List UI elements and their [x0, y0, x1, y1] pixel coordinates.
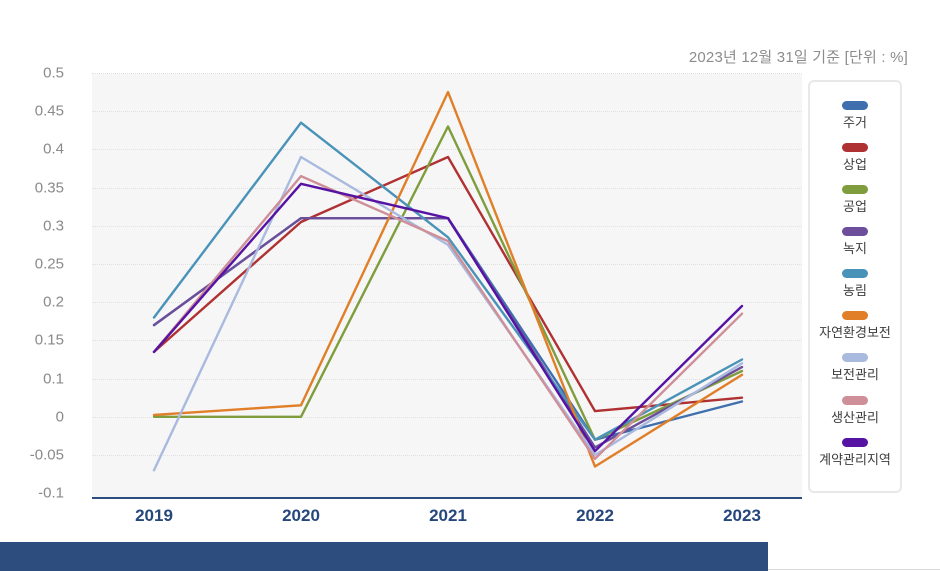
- series-line: [152, 125, 744, 441]
- legend-item-label: 주거: [843, 115, 867, 130]
- h-gridline: [92, 264, 802, 265]
- y-axis-tick-label: 0.5: [43, 64, 64, 82]
- legend-item[interactable]: 생산관리: [812, 395, 898, 425]
- series-lines: [152, 90, 744, 472]
- y-axis-tick-label: -0.05: [29, 446, 64, 464]
- x-axis-label: 2022: [576, 506, 614, 525]
- h-gridline: [92, 455, 802, 456]
- y-axis-tick-label: 0.3: [43, 217, 64, 235]
- h-gridline: [92, 340, 802, 342]
- legend-swatch: [842, 143, 868, 153]
- legend-item[interactable]: 농림: [812, 269, 898, 298]
- h-gridline: [92, 302, 802, 304]
- x-axis-label: 2020: [282, 506, 320, 525]
- h-gridline: [92, 378, 802, 380]
- legend-item-label: 자연환경보전: [819, 325, 891, 341]
- h-gridline: [92, 111, 802, 113]
- legend-item-label: 생산관리: [831, 409, 879, 425]
- y-axis-tick-label: 0: [55, 408, 64, 426]
- legend-item[interactable]: 녹지: [812, 227, 898, 256]
- y-axis-tick-label: 0.45: [34, 102, 64, 120]
- legend-item-label: 보전관리: [831, 367, 879, 383]
- y-axis-tick-label: 0.4: [43, 140, 64, 158]
- legend-swatch: [842, 227, 868, 237]
- legend-item[interactable]: 계약관리지역: [812, 437, 898, 467]
- legend-swatch: [842, 437, 868, 447]
- legend-swatch: [842, 185, 868, 195]
- legend-swatch: [842, 269, 868, 279]
- footer-bar: [0, 542, 768, 571]
- h-gridline: [92, 73, 802, 74]
- legend-item-label: 상업: [843, 157, 867, 173]
- legend-swatch: [842, 101, 868, 110]
- legend-item-label: 녹지: [843, 241, 867, 257]
- report-date-note: 2023년 12월 31일 기준 [단위 : %]: [688, 49, 908, 66]
- x-axis-label: 2023: [723, 506, 761, 525]
- legend-item[interactable]: 자연환경보전: [812, 311, 898, 340]
- y-axis-tick-label: 0.1: [43, 370, 64, 388]
- h-gridline: [92, 149, 802, 151]
- x-axis-label: 2019: [135, 506, 173, 525]
- series-line: [152, 155, 744, 413]
- series-line: [152, 182, 744, 453]
- footer-edge-line: [768, 569, 940, 570]
- legend-swatch: [842, 353, 868, 363]
- h-gridline: [92, 225, 802, 227]
- legend-item[interactable]: 주거: [812, 101, 898, 130]
- h-gridline: [92, 416, 802, 418]
- legend-item[interactable]: 상업: [812, 143, 898, 172]
- y-axis-tick-label: 0.25: [34, 255, 64, 273]
- x-axis-line: [92, 497, 802, 499]
- legend-item[interactable]: 보전관리: [812, 353, 898, 382]
- legend-item-label: 계약관리지역: [819, 451, 891, 467]
- h-gridline: [92, 187, 802, 189]
- series-line: [152, 174, 744, 460]
- plot-area: [92, 73, 802, 499]
- y-axis-tick-label: 0.35: [34, 179, 64, 197]
- x-axis-label: 2021: [429, 506, 467, 525]
- y-axis-tick-label: -0.1: [38, 484, 64, 502]
- legend-item-label: 농림: [843, 283, 867, 299]
- y-axis-tick-label: 0.15: [34, 331, 64, 349]
- legend-item[interactable]: 공업: [812, 185, 898, 214]
- legend-swatch: [842, 311, 868, 321]
- series-line: [152, 90, 744, 468]
- y-axis-tick-label: 0.2: [43, 293, 64, 311]
- series-line: [152, 155, 744, 472]
- legend-swatch: [842, 395, 868, 405]
- legend-item-label: 공업: [843, 199, 867, 215]
- series-line: [152, 121, 744, 441]
